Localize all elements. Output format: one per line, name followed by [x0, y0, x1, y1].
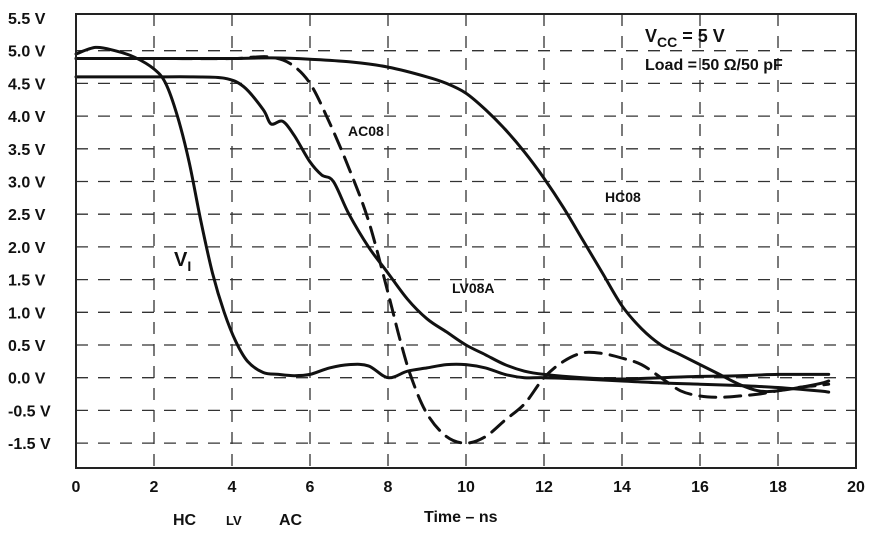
x-tick-label: 20 [847, 479, 865, 496]
x-tick-label: 12 [535, 479, 553, 496]
vcc-condition: VCC = 5 V [645, 26, 725, 50]
x-tick-label: 10 [457, 479, 475, 496]
y-tick-label: 3.5 V [8, 142, 46, 159]
series-label-hc08: HC08 [605, 189, 641, 205]
x-axis-label: Time – ns [424, 509, 498, 526]
y-tick-label: 3.0 V [8, 175, 46, 192]
series-label-ac08: AC08 [348, 123, 384, 139]
y-tick-label: 5.5 V [8, 11, 46, 28]
tick-labels: 5.5 V 5.0 V 4.5 V 4.0 V 3.5 V 3.0 V 2.5 V 2.0 V… [8, 11, 865, 496]
load-condition: Load = 50 Ω/50 pF [645, 57, 783, 74]
x-tick-label: 8 [384, 479, 393, 496]
plot-frame [75, 13, 857, 469]
x-tick-label: 6 [306, 479, 315, 496]
x-tick-label: 14 [613, 479, 631, 496]
bottom-label-lv: LV [226, 513, 242, 528]
gridlines [76, 14, 856, 468]
y-tick-label: 4.5 V [8, 76, 46, 93]
series-line-lv08a [74, 75, 831, 381]
y-tick-label: -1.5 V [8, 436, 51, 453]
series-line-vi [74, 45, 831, 394]
y-tick-label: 2.5 V [8, 207, 46, 224]
y-tick-label: 5.0 V [8, 44, 46, 61]
bottom-label-hc: HC [173, 512, 197, 529]
x-tick-label: 2 [150, 479, 159, 496]
series-line-ac08 [74, 55, 831, 445]
bottom-label-ac: AC [279, 512, 303, 529]
y-tick-label: -0.5 V [8, 403, 51, 420]
y-tick-label: 0.5 V [8, 338, 46, 355]
y-tick-label: 2.0 V [8, 240, 46, 257]
y-tick-label: 0.0 V [8, 371, 46, 388]
x-tick-label: 4 [228, 479, 237, 496]
series-line-hc08 [74, 56, 831, 394]
x-tick-label: 18 [769, 479, 787, 496]
y-tick-label: 4.0 V [8, 109, 46, 126]
series-label-vi: VI [174, 249, 191, 274]
series-label-lv08a: LV08A [452, 280, 495, 296]
y-tick-label: 1.0 V [8, 305, 46, 322]
x-tick-label: 16 [691, 479, 709, 496]
x-tick-label: 0 [72, 479, 81, 496]
y-tick-label: 1.5 V [8, 273, 46, 290]
series-lines [74, 45, 831, 445]
